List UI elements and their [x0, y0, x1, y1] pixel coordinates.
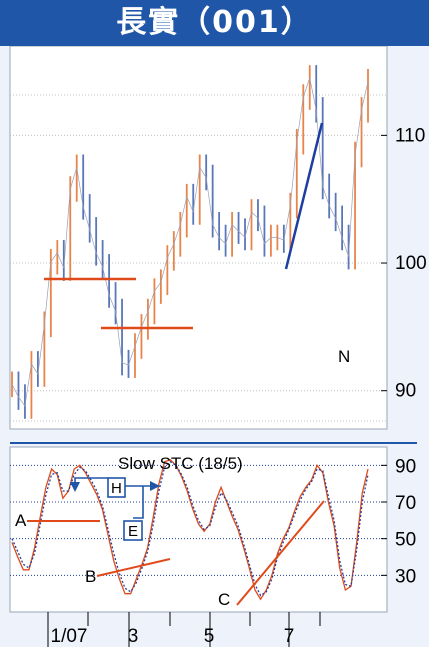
price-tick-label-0: 90 [395, 381, 416, 402]
box-label-e: E [128, 523, 138, 540]
price-trend-line [284, 122, 324, 270]
annotation-line-c [236, 500, 325, 606]
indicator-title: Slow STC (18/5) [118, 454, 243, 473]
box-label-h: H [111, 480, 122, 497]
indicator-line-0 [11, 459, 369, 601]
price-tick-label-2: 110 [395, 125, 425, 146]
arrow-head-right [150, 481, 160, 491]
indicator-tick-label-1: 70 [395, 493, 416, 514]
annotation-line-b [96, 558, 171, 577]
x-tick-label-3: 7 [284, 626, 295, 647]
price-plot-area [9, 46, 388, 430]
box-e [123, 520, 143, 541]
x-tick-label-2: 5 [204, 626, 215, 647]
annotation-label-c: C [218, 590, 230, 609]
box-h [107, 477, 126, 498]
chart-title: 長實（001） [0, 0, 429, 46]
indicator-tick-label-0: 90 [395, 456, 416, 477]
price-tick-label-1: 100 [395, 253, 427, 274]
indicator-tick-label-3: 30 [395, 566, 416, 587]
chart-frame: 90 100 110 N 90 70 50 30 Slow STC (18/5) A B … [0, 46, 429, 647]
annotation-label-a: A [15, 511, 27, 530]
arrow-head-down [70, 482, 80, 492]
indicator-line-1 [11, 460, 369, 597]
price-annotation-n: N [338, 347, 350, 366]
indicator-tick-label-2: 50 [395, 530, 416, 551]
arrow-line-e [133, 486, 144, 519]
x-tick-label-1: 3 [128, 626, 139, 647]
price-close-line [11, 76, 369, 407]
annotation-label-b: B [85, 567, 96, 586]
x-tick-label-0: 1/07 [51, 626, 88, 647]
